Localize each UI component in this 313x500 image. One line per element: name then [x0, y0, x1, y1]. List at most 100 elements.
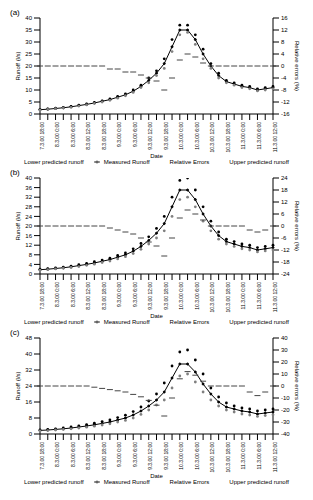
- svg-text:40: 40: [25, 15, 32, 21]
- svg-text:8.3.00 12:00: 8.3.00 12:00: [85, 282, 91, 310]
- svg-text:4: 4: [281, 51, 285, 57]
- svg-text:-18: -18: [281, 259, 290, 265]
- svg-text:8: 8: [29, 252, 33, 258]
- svg-text:8.3.00 6:00: 8.3.00 6:00: [70, 282, 76, 307]
- svg-text:-40: -40: [281, 431, 290, 437]
- svg-text:8.3.00 12:00: 8.3.00 12:00: [85, 122, 91, 150]
- svg-text:0: 0: [29, 111, 33, 117]
- svg-text:Date: Date: [150, 473, 163, 479]
- svg-text:8.3.00 0:00: 8.3.00 0:00: [54, 442, 60, 467]
- svg-text:35: 35: [25, 27, 32, 33]
- svg-text:8.3.00 18:00: 8.3.00 18:00: [101, 282, 107, 310]
- svg-text:11.3.00 6:00: 11.3.00 6:00: [256, 122, 262, 150]
- svg-text:48: 48: [25, 335, 32, 341]
- svg-text:9.3.00 0:00: 9.3.00 0:00: [116, 282, 122, 307]
- svg-text:-30: -30: [281, 419, 290, 425]
- svg-text:Relative errors (%): Relative errors (%): [294, 41, 300, 91]
- svg-text:32: 32: [25, 194, 32, 200]
- svg-text:10.3.00 0:00: 10.3.00 0:00: [178, 122, 184, 150]
- svg-text:10.3.00 6:00: 10.3.00 6:00: [194, 282, 200, 310]
- svg-text:10.3.00 18:00: 10.3.00 18:00: [225, 122, 231, 153]
- svg-text:12: 12: [25, 242, 32, 248]
- svg-text:10: 10: [281, 371, 288, 377]
- svg-text:10: 10: [25, 87, 32, 93]
- svg-text:15: 15: [25, 75, 32, 81]
- svg-text:9.3.00 12:00: 9.3.00 12:00: [147, 122, 153, 150]
- svg-text:0: 0: [281, 63, 285, 69]
- svg-text:-10: -10: [281, 395, 290, 401]
- svg-text:10.3.00 6:00: 10.3.00 6:00: [194, 442, 200, 470]
- svg-text:30: 30: [281, 347, 288, 353]
- svg-text:-20: -20: [281, 407, 290, 413]
- svg-text:28: 28: [25, 204, 32, 210]
- svg-text:16: 16: [25, 399, 32, 405]
- svg-text:0: 0: [281, 223, 285, 229]
- svg-text:12: 12: [281, 27, 288, 33]
- svg-text:11.3.00 6:00: 11.3.00 6:00: [256, 282, 262, 310]
- svg-text:8.3.00 0:00: 8.3.00 0:00: [54, 122, 60, 147]
- svg-text:9.3.00 18:00: 9.3.00 18:00: [163, 282, 169, 310]
- svg-text:11.3.00 6:00: 11.3.00 6:00: [256, 442, 262, 470]
- svg-text:4: 4: [29, 262, 33, 268]
- svg-text:40: 40: [25, 175, 32, 181]
- svg-text:24: 24: [281, 175, 288, 181]
- svg-text:Relative errors (%): Relative errors (%): [294, 201, 300, 251]
- svg-text:-16: -16: [281, 111, 290, 117]
- svg-text:-4: -4: [281, 75, 287, 81]
- svg-text:8.3.00 12:00: 8.3.00 12:00: [85, 442, 91, 470]
- svg-text:10.3.00 12:00: 10.3.00 12:00: [209, 122, 215, 153]
- svg-text:30: 30: [25, 39, 32, 45]
- svg-text:20: 20: [25, 223, 32, 229]
- svg-text:18: 18: [281, 187, 288, 193]
- svg-text:6: 6: [281, 211, 285, 217]
- svg-text:-6: -6: [281, 235, 287, 241]
- svg-text:0: 0: [29, 431, 33, 437]
- svg-text:10.3.00 6:00: 10.3.00 6:00: [194, 122, 200, 150]
- svg-text:36: 36: [25, 185, 32, 191]
- svg-text:20: 20: [281, 359, 288, 365]
- svg-text:Runoff (l/s): Runoff (l/s): [15, 211, 21, 240]
- svg-text:Date: Date: [150, 313, 163, 319]
- svg-text:11.3.00 12:00: 11.3.00 12:00: [272, 122, 278, 152]
- svg-text:8.3.00 6:00: 8.3.00 6:00: [70, 442, 76, 467]
- svg-text:0: 0: [29, 271, 33, 277]
- svg-text:0: 0: [281, 383, 285, 389]
- svg-text:40: 40: [281, 335, 288, 341]
- svg-text:24: 24: [25, 383, 32, 389]
- svg-text:7.3.00 18:00: 7.3.00 18:00: [39, 282, 45, 310]
- svg-text:10.3.00 12:00: 10.3.00 12:00: [209, 282, 215, 313]
- svg-text:Date: Date: [150, 153, 163, 159]
- svg-text:-8: -8: [281, 87, 287, 93]
- svg-text:8: 8: [29, 415, 33, 421]
- svg-text:10.3.00 0:00: 10.3.00 0:00: [178, 282, 184, 310]
- svg-text:8.3.00 18:00: 8.3.00 18:00: [101, 442, 107, 470]
- svg-text:9.3.00 18:00: 9.3.00 18:00: [163, 442, 169, 470]
- svg-text:-12: -12: [281, 247, 290, 253]
- svg-text:8.3.00 6:00: 8.3.00 6:00: [70, 122, 76, 147]
- svg-text:11.3.00 12:00: 11.3.00 12:00: [272, 442, 278, 472]
- svg-text:11.3.00 12:00: 11.3.00 12:00: [272, 282, 278, 312]
- svg-text:8.3.00 18:00: 8.3.00 18:00: [101, 122, 107, 150]
- svg-text:20: 20: [25, 63, 32, 69]
- svg-text:9.3.00 0:00: 9.3.00 0:00: [116, 442, 122, 467]
- svg-text:32: 32: [25, 367, 32, 373]
- svg-text:9.3.00 6:00: 9.3.00 6:00: [132, 122, 138, 147]
- svg-text:9.3.00 0:00: 9.3.00 0:00: [116, 122, 122, 147]
- svg-text:8.3.00 0:00: 8.3.00 0:00: [54, 282, 60, 307]
- svg-text:16: 16: [25, 233, 32, 239]
- svg-text:7.3.00 18:00: 7.3.00 18:00: [39, 442, 45, 470]
- svg-text:16: 16: [281, 15, 288, 21]
- svg-text:10.3.00 0:00: 10.3.00 0:00: [178, 442, 184, 470]
- svg-text:8: 8: [281, 39, 285, 45]
- svg-text:Relative errors (%): Relative errors (%): [294, 361, 300, 411]
- svg-text:10.3.00 12:00: 10.3.00 12:00: [209, 442, 215, 473]
- svg-text:10.3.00 18:00: 10.3.00 18:00: [225, 442, 231, 473]
- svg-text:Runoff (l/s): Runoff (l/s): [15, 51, 21, 80]
- svg-text:11.3.00 0:00: 11.3.00 0:00: [240, 442, 246, 470]
- svg-text:9.3.00 12:00: 9.3.00 12:00: [147, 442, 153, 470]
- svg-text:40: 40: [25, 351, 32, 357]
- svg-text:10.3.00 18:00: 10.3.00 18:00: [225, 282, 231, 313]
- svg-text:11.3.00 0:00: 11.3.00 0:00: [240, 122, 246, 150]
- svg-text:5: 5: [29, 99, 33, 105]
- svg-text:9.3.00 12:00: 9.3.00 12:00: [147, 282, 153, 310]
